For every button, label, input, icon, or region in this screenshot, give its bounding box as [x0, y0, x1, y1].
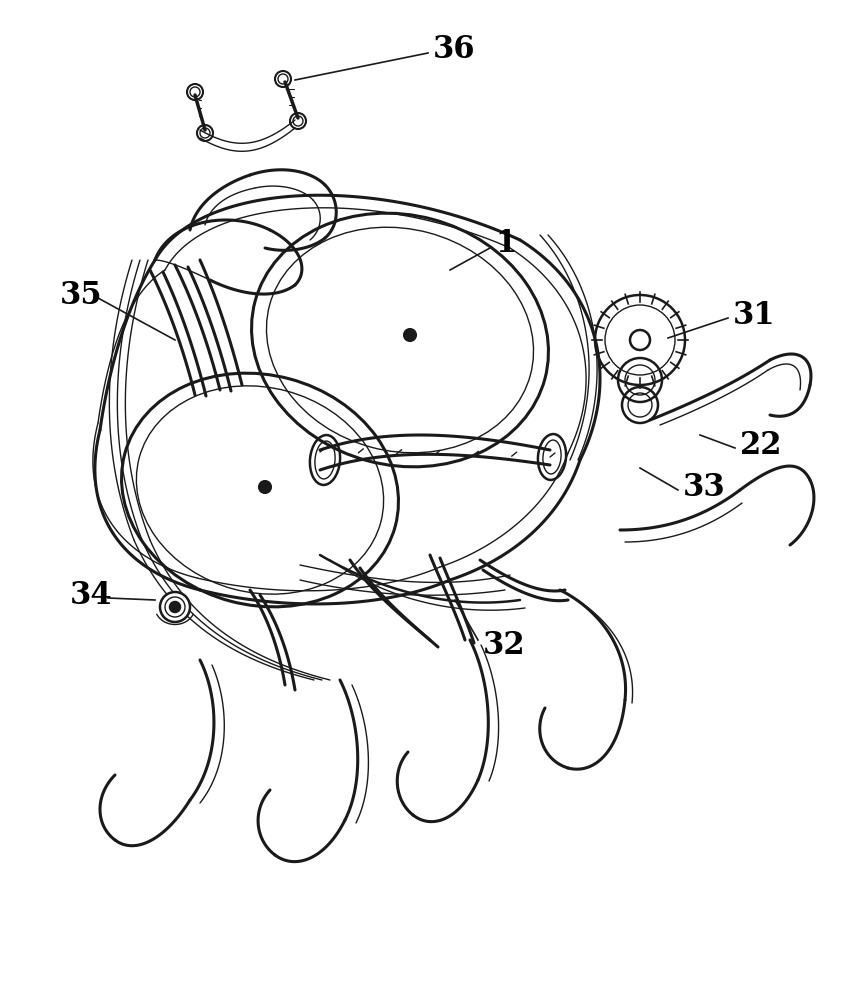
Text: 1: 1 — [495, 228, 517, 258]
Text: 34: 34 — [70, 580, 112, 611]
Text: 36: 36 — [433, 34, 475, 66]
Circle shape — [170, 602, 180, 612]
Circle shape — [259, 481, 271, 493]
Circle shape — [404, 329, 416, 341]
Text: 33: 33 — [683, 473, 726, 504]
Text: 31: 31 — [733, 300, 776, 330]
Text: 32: 32 — [483, 630, 526, 660]
Text: 35: 35 — [60, 279, 102, 310]
Circle shape — [160, 592, 190, 622]
Text: 22: 22 — [740, 430, 782, 460]
